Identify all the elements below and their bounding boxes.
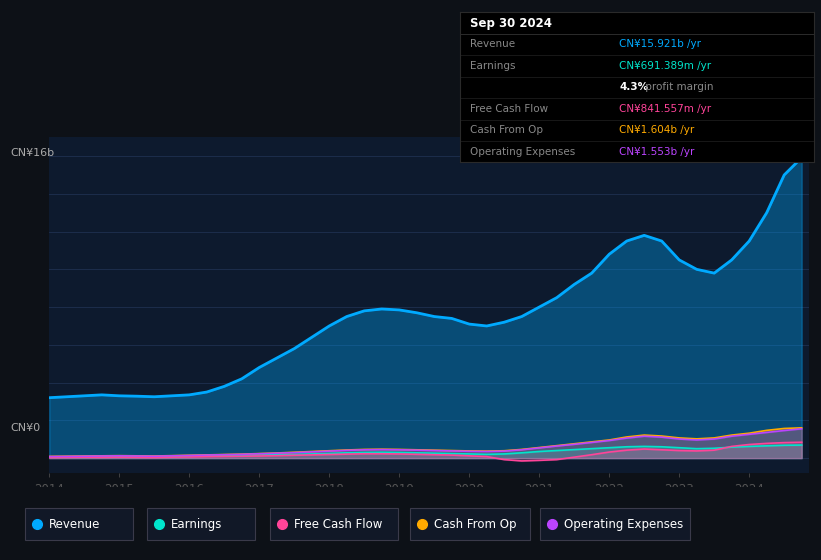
FancyBboxPatch shape [270,508,398,540]
Text: Operating Expenses: Operating Expenses [564,517,683,530]
Text: Sep 30 2024: Sep 30 2024 [470,17,553,30]
Text: CN¥1.553b /yr: CN¥1.553b /yr [619,147,695,157]
Text: 4.3%: 4.3% [619,82,649,92]
Text: CN¥691.389m /yr: CN¥691.389m /yr [619,61,712,71]
FancyBboxPatch shape [25,508,133,540]
FancyBboxPatch shape [147,508,255,540]
Text: CN¥1.604b /yr: CN¥1.604b /yr [619,125,695,136]
Text: CN¥0: CN¥0 [11,423,41,433]
Text: Revenue: Revenue [49,517,100,530]
Text: Earnings: Earnings [171,517,222,530]
Text: CN¥16b: CN¥16b [11,148,55,158]
Text: Operating Expenses: Operating Expenses [470,147,576,157]
Text: Earnings: Earnings [470,61,516,71]
Text: CN¥15.921b /yr: CN¥15.921b /yr [619,39,701,49]
Text: CN¥841.557m /yr: CN¥841.557m /yr [619,104,712,114]
Text: Cash From Op: Cash From Op [434,517,516,530]
FancyBboxPatch shape [410,508,530,540]
Text: Free Cash Flow: Free Cash Flow [294,517,383,530]
Text: Cash From Op: Cash From Op [470,125,544,136]
FancyBboxPatch shape [540,508,690,540]
Text: profit margin: profit margin [642,82,714,92]
Text: Revenue: Revenue [470,39,516,49]
Text: Free Cash Flow: Free Cash Flow [470,104,548,114]
